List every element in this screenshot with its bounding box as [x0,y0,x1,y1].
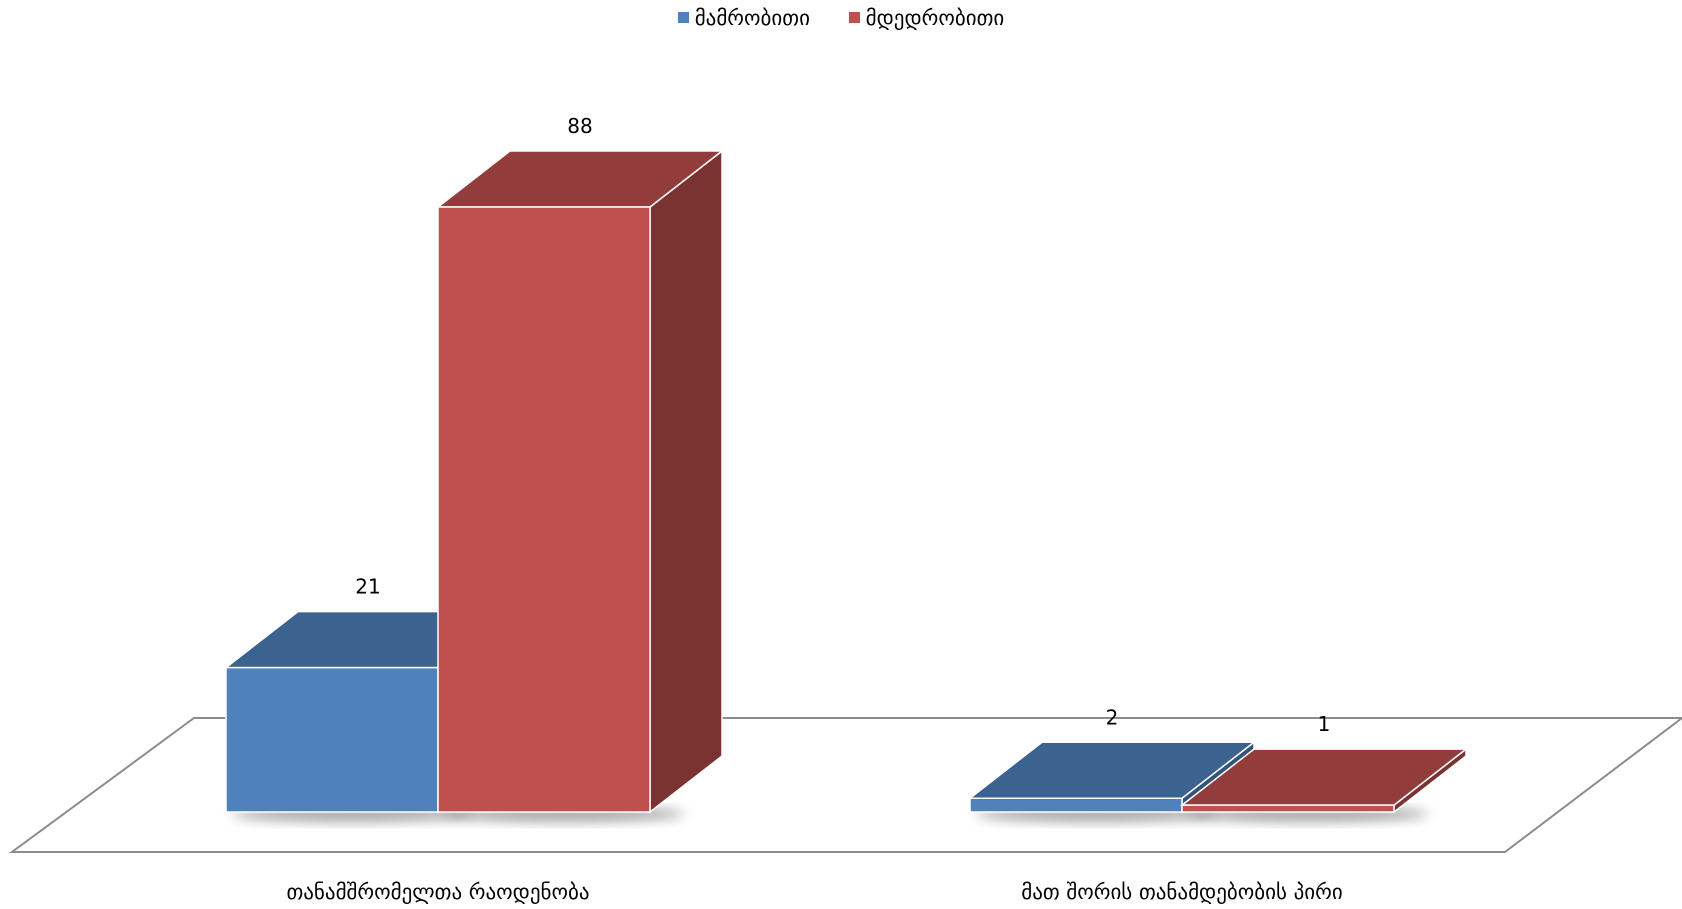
legend-label-male: მამრობითი [694,5,810,30]
bar-side-s1-c0 [649,149,723,814]
legend-item-male: მამრობითი [677,5,810,30]
data-label-s0-c0: 21 [355,575,380,599]
legend-item-female: მდედრობითი [848,5,1005,30]
data-label-s0-c1: 2 [1106,705,1119,729]
bar-s0-c0 [225,666,439,813]
legend-label-female: მდედრობითი [865,5,1005,30]
bar-s1-c0 [437,206,651,813]
data-label-s1-c0: 88 [567,114,592,138]
legend: მამრობითი მდედრობითი [0,4,1682,30]
bar-s1-c1 [1181,804,1395,813]
legend-swatch-female [848,12,860,23]
category-label-1: მათ შორის თანამდებობის პირი [1021,880,1343,904]
category-label-0: თანამშრომელთა რაოდენობა [286,880,589,904]
bar-s0-c1 [969,797,1183,813]
data-label-s1-c1: 1 [1318,712,1331,736]
legend-swatch-male [677,12,689,23]
